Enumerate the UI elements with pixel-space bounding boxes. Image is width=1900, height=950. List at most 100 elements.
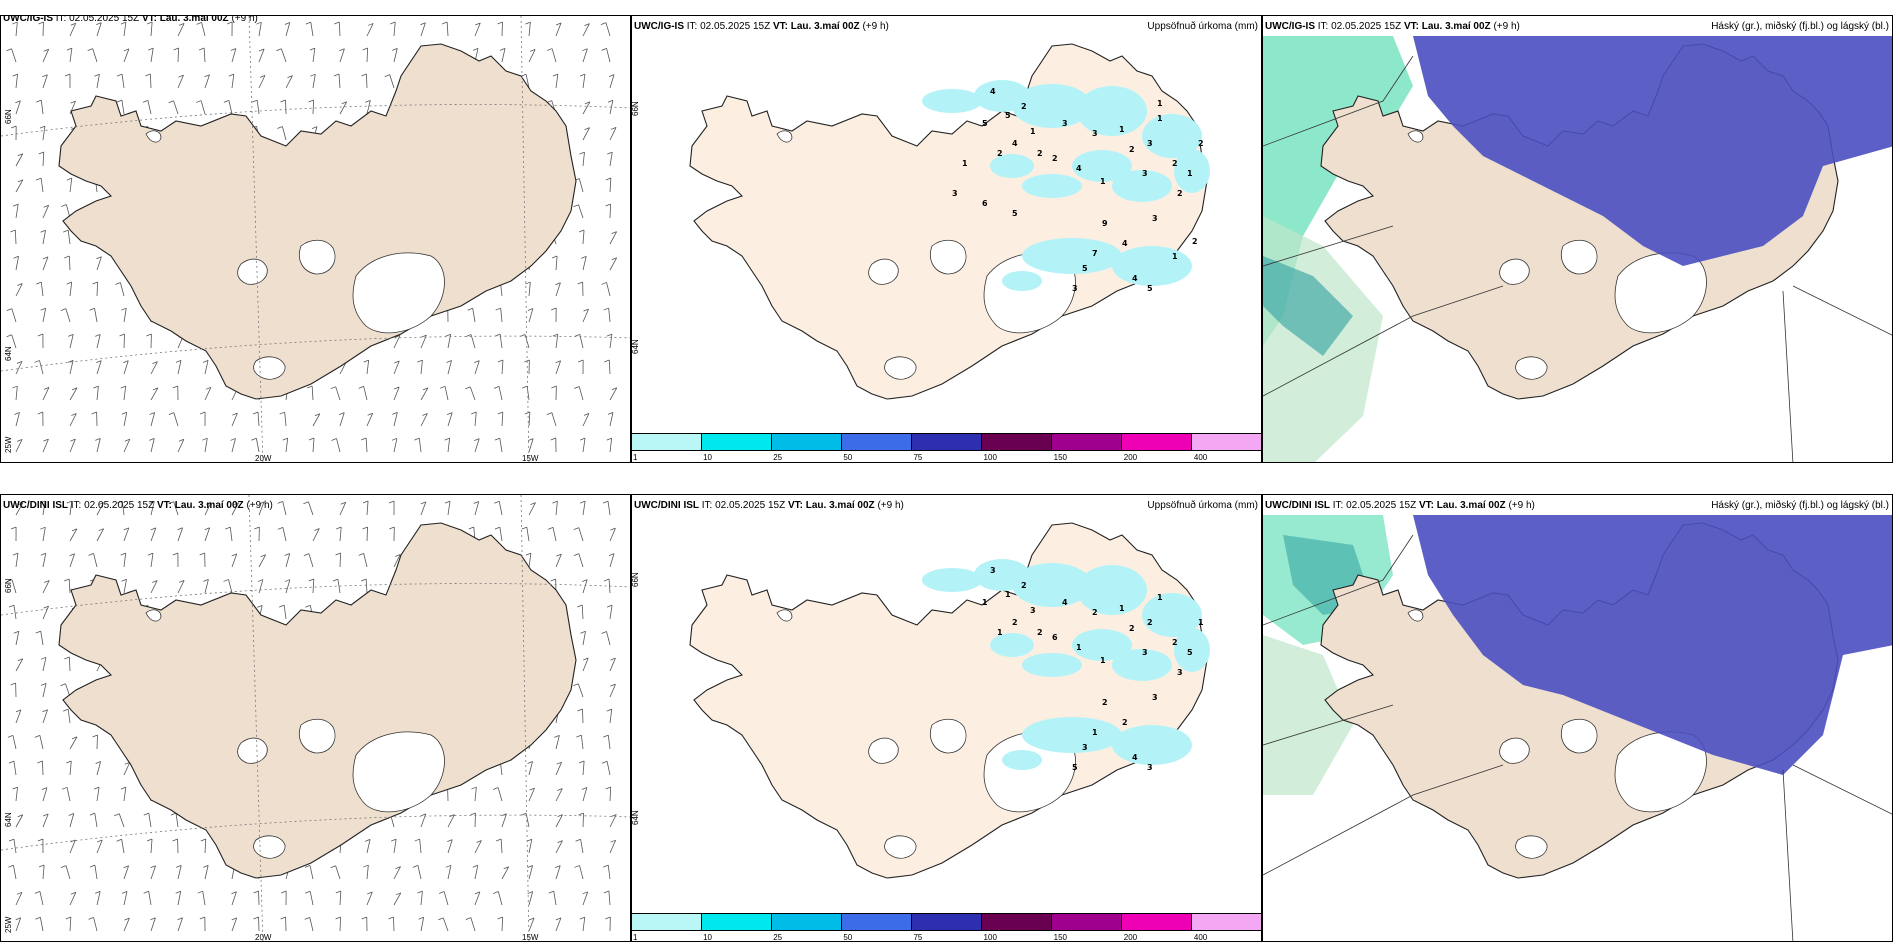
wind-barb-flag xyxy=(494,500,500,504)
panel-title: UWC/DINI ISL IT: 02.05.2025 15Z VT: Lau.… xyxy=(1265,500,1535,511)
wind-barb-flag xyxy=(604,359,610,363)
wind-barb xyxy=(282,126,287,141)
glacier xyxy=(299,718,336,754)
wind-barb-flag xyxy=(527,761,533,764)
wind-barb xyxy=(578,204,584,219)
wind-barb-flag xyxy=(308,99,314,103)
wind-barb xyxy=(231,917,238,932)
wind-barb xyxy=(231,74,235,89)
precip-value: 1 xyxy=(1157,593,1163,602)
wind-barb xyxy=(312,528,320,542)
precip-colorbar xyxy=(631,913,1262,933)
colorbar-segment xyxy=(1122,913,1192,931)
wind-barb xyxy=(15,631,20,646)
wind-barb xyxy=(69,23,77,37)
glacier xyxy=(145,609,162,622)
wind-barb xyxy=(528,438,534,453)
wind-barb-flag xyxy=(552,500,558,504)
wind-barb-flag xyxy=(67,359,74,363)
wind-barb-flag xyxy=(64,578,70,582)
wind-barb xyxy=(609,387,618,401)
wind-barb-flag xyxy=(70,22,76,26)
colorbar-label: 200 xyxy=(1123,933,1138,942)
wind-barb xyxy=(312,48,316,63)
wind-barb-flag xyxy=(605,203,611,207)
wind-barb xyxy=(42,787,48,802)
wind-barb xyxy=(150,412,156,427)
wind-barb-flag xyxy=(364,838,371,842)
wind-barb-flag xyxy=(199,552,205,556)
wind-barb xyxy=(606,761,611,776)
glacier xyxy=(237,258,268,285)
wind-barb-flag xyxy=(601,282,607,285)
wind-barb xyxy=(42,151,45,167)
wind-barb-flag xyxy=(172,838,178,842)
wind-barb-flag xyxy=(527,308,534,311)
wind-barb-flag xyxy=(35,916,41,920)
glacier xyxy=(1499,258,1530,285)
wind-barb-flag xyxy=(279,604,285,608)
wind-barb xyxy=(551,48,557,63)
wind-barb xyxy=(528,412,531,427)
wind-barb-flag xyxy=(277,501,283,504)
wind-barb-flag xyxy=(95,890,101,894)
wind-barb xyxy=(420,891,423,906)
wind-barb xyxy=(609,257,618,271)
wind-barb-flag xyxy=(610,683,616,687)
wind-barb-flag xyxy=(308,437,315,441)
wind-barb xyxy=(231,48,237,63)
rain-area xyxy=(1174,149,1210,193)
wind-barb-flag xyxy=(334,21,340,25)
wind-barb xyxy=(42,438,49,453)
wind-barb xyxy=(609,203,611,219)
wind-barb-flag xyxy=(8,864,14,868)
cloud-layers xyxy=(1263,510,1892,941)
wind-barb xyxy=(177,23,185,37)
colorbar-segment xyxy=(772,433,842,451)
wind-barb xyxy=(582,48,588,63)
lat-label-64: 64N xyxy=(4,346,13,361)
wind-barb-flag xyxy=(525,21,531,25)
wind-barb-flag xyxy=(546,412,553,415)
wind-barb-flag xyxy=(582,579,588,583)
wind-barb-flag xyxy=(550,578,556,582)
wind-barb-flag xyxy=(470,812,476,816)
wind-barb-flag xyxy=(394,335,401,338)
wind-barb-flag xyxy=(468,526,474,530)
wind-barb-flag xyxy=(38,151,44,155)
wind-barb-flag xyxy=(95,761,101,764)
wind-barb xyxy=(150,917,156,932)
wind-barb xyxy=(393,335,401,349)
wind-barb xyxy=(446,22,449,37)
wind-barb xyxy=(69,438,76,453)
wind-barb-flag xyxy=(579,916,585,920)
wind-barb-flag xyxy=(390,21,396,25)
precip-value: 2 xyxy=(1037,628,1043,637)
wind-barb xyxy=(582,657,589,672)
wind-barb-flag xyxy=(606,708,612,712)
wind-barb-flag xyxy=(195,100,202,103)
wind-barb xyxy=(96,438,101,453)
wind-barb xyxy=(606,282,611,297)
wind-barb-flag xyxy=(41,787,48,790)
wind-barb xyxy=(582,127,590,141)
wind-barb xyxy=(65,308,71,323)
glacier xyxy=(1499,737,1530,764)
wind-barb xyxy=(13,865,17,880)
precip-value: 4 xyxy=(1132,274,1138,283)
wind-barb xyxy=(68,656,71,672)
colorbar-label: 1 xyxy=(633,453,638,462)
wind-barb-flag xyxy=(15,100,21,104)
wind-barb-flag xyxy=(520,812,527,816)
wind-barb xyxy=(609,786,612,802)
wind-barb xyxy=(447,412,453,427)
wind-barb xyxy=(528,787,535,802)
precip-value: 2 xyxy=(1037,149,1043,158)
wind-barb xyxy=(609,683,616,698)
precip-value: 3 xyxy=(1147,139,1153,148)
wind-barb-flag xyxy=(40,656,47,660)
wind-barb xyxy=(121,839,125,854)
glacier xyxy=(776,609,793,622)
low-cloud-light xyxy=(1263,635,1353,795)
wind-barb xyxy=(501,866,510,880)
